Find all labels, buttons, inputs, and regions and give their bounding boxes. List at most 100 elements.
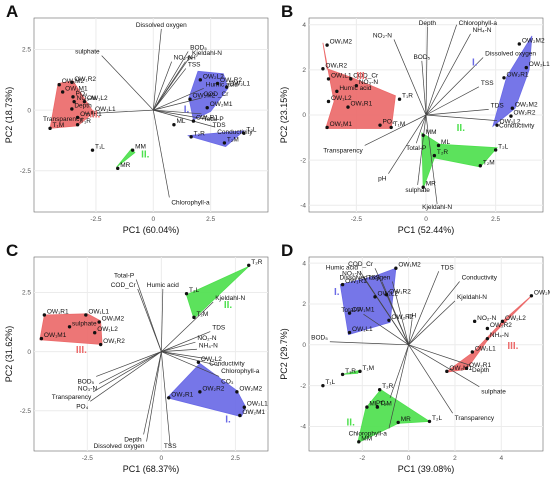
sample-point-ow1m1	[60, 90, 65, 94]
x-axis-title: PC1 (60.04%)	[123, 225, 180, 235]
sample-point-t1r	[397, 97, 402, 101]
sample-point-ow1r1	[340, 282, 345, 287]
sample-point-t1r	[75, 123, 80, 127]
sample-point-mm	[421, 133, 425, 138]
loading-label-humic-acid: Humic acid	[206, 81, 239, 88]
loading-vector-ph	[153, 61, 186, 111]
sample-label-ml: ML	[176, 118, 185, 125]
sample-point-no2-n	[472, 319, 477, 324]
loading-vector-depth	[143, 351, 162, 435]
sample-point-mr	[116, 166, 120, 171]
loading-vector-chlorophyll-a	[388, 344, 409, 429]
group-label-ii: II.	[457, 123, 466, 134]
x-tick-label: 2.5	[206, 216, 215, 223]
loading-label-nh4-n: NH₄-N	[473, 27, 492, 34]
loading-label-chlorophyll-a: Chlorophyll-a	[171, 199, 210, 206]
sample-point-ow2m1	[238, 413, 242, 418]
sample-label-t1l: T₁L	[325, 379, 335, 386]
loading-label-cod_cr: COD_Cr	[111, 282, 137, 289]
sample-label-ow2m2: OW₂M2	[193, 93, 216, 100]
y-tick-label: -2	[300, 383, 306, 390]
loading-label-total-p: Total-P	[406, 145, 426, 152]
sample-point-ow2l1	[524, 65, 528, 70]
loading-vector-total-p	[415, 114, 427, 144]
sample-label-ow1l1: OW₁L1	[352, 326, 373, 333]
loading-label-dissolved-oxygen: Dissolved oxygen	[94, 443, 145, 450]
sample-point-t2m	[222, 141, 227, 145]
sample-label-t2l: T₂L	[498, 143, 508, 150]
sample-point-ow2m1	[205, 106, 209, 110]
sample-label-ow1r1: OW₁R1	[345, 278, 367, 285]
sample-point-t2l	[493, 148, 498, 152]
loading-label-conductivity: Conductivity	[209, 361, 245, 368]
sample-point-t1m	[48, 126, 52, 131]
loading-label-humic-acid: Humic acid	[147, 282, 180, 289]
loading-label-dissolved-oxygen: Dissolved oxygen	[485, 50, 536, 57]
sample-label-ow2m2: OW₂M2	[515, 102, 538, 109]
sample-point-t1l	[90, 148, 95, 152]
loading-label-ph: pH	[378, 176, 387, 183]
loading-label-sulphate: sulphate	[405, 187, 430, 194]
sample-label-t1r: T₁R	[402, 93, 413, 100]
pca-biplot-c: -2.5 0 2.5 -2.5 0 2.5 PC1 (68.37%) PC2 (31.62%)…	[4, 256, 269, 474]
sample-point-mr	[396, 420, 400, 425]
loading-label-cod_cr: COD_Cr	[203, 91, 229, 98]
loading-label-depth: Depth	[419, 20, 437, 27]
x-tick-label: 0	[160, 455, 164, 462]
group-hull-i	[166, 362, 247, 418]
sample-point-ow1l2	[373, 295, 377, 299]
sample-label-ow2l1: OW₂L1	[247, 401, 268, 408]
x-axis-title: PC1 (39.08%)	[398, 464, 455, 474]
loading-vector-tss	[161, 351, 171, 447]
sample-point-ow1l1	[326, 77, 331, 81]
sample-point-ow2m2	[510, 106, 515, 110]
sample-label-ow1m1: OW₁M1	[65, 85, 88, 92]
x-tick-label: 4	[499, 455, 503, 462]
loading-label-no2-n: NO₂-N	[174, 55, 193, 62]
sample-label-t2m: T₂M	[196, 311, 208, 318]
sample-point-ow2l2	[196, 360, 201, 364]
loading-vector-transparency	[84, 109, 154, 115]
group-hull-iii	[322, 42, 396, 129]
panel-d: D -2 0 2 4 -4 -2 0 2 4 PC1 (39.08%) PC2 (29.7%) Hum…	[275, 239, 550, 478]
sample-label-ow1r2: OW₁R2	[389, 288, 411, 295]
loading-vector-transparency	[408, 344, 453, 414]
loading-label-no3-n: NO₃-N	[342, 270, 362, 277]
sample-label-t2m: T₂M	[227, 136, 239, 143]
loading-label-transparency: Transparency	[323, 147, 363, 154]
sample-point-ow2l2	[198, 78, 203, 82]
sample-label-sulphate: sulphate	[72, 320, 97, 327]
y-axis-title: PC2 (31.62%)	[4, 326, 14, 383]
loading-vector-tss	[381, 281, 409, 345]
sample-point-t1r	[340, 372, 345, 377]
loading-label-tss: TSS	[164, 443, 177, 450]
sample-point-ow2m2	[517, 42, 522, 46]
loading-vector-bod5	[152, 51, 189, 111]
sample-label-ml: ML	[369, 401, 378, 408]
loading-label-transparency: Transparency	[455, 415, 495, 422]
panel-letter-a: A	[6, 2, 19, 21]
sample-point-ow1m2	[394, 266, 398, 270]
loading-vector-ph	[408, 319, 413, 345]
sample-label-ow1l2: OW₁L2	[378, 290, 399, 297]
loading-vector-dissolved-oxygen	[425, 57, 484, 116]
sample-point-ow1l2	[82, 99, 87, 104]
loading-vector-dissolved-oxygen	[146, 351, 162, 442]
loading-label-bod5: BOD₅	[413, 54, 430, 61]
sample-point-t2r	[189, 135, 193, 139]
pca-biplot-d: -2 0 2 4 -4 -2 0 2 4 PC1 (39.08%) PC2 (29.7%) Humic…	[279, 256, 550, 474]
loading-label-humic-acid: Humic acid	[326, 264, 359, 271]
sample-label-mm: MM	[361, 435, 372, 442]
loading-label-ph: pH	[187, 55, 196, 62]
sample-label-ow2l2: OW₂L2	[500, 119, 521, 126]
sample-point-ow1m1	[325, 125, 329, 130]
sample-point-ow1l1	[347, 330, 352, 335]
y-tick-label: 4	[302, 22, 306, 29]
sample-point-no3-n	[354, 83, 359, 88]
loading-vector-conductivity	[408, 281, 460, 346]
panel-letter-b: B	[281, 2, 294, 21]
loading-vector-total-p	[153, 109, 202, 115]
sample-point-t2r	[247, 263, 251, 267]
sample-label-ow2m1: OW₂M1	[242, 409, 265, 416]
sample-label-humic-acid: Humic acid	[339, 85, 372, 92]
